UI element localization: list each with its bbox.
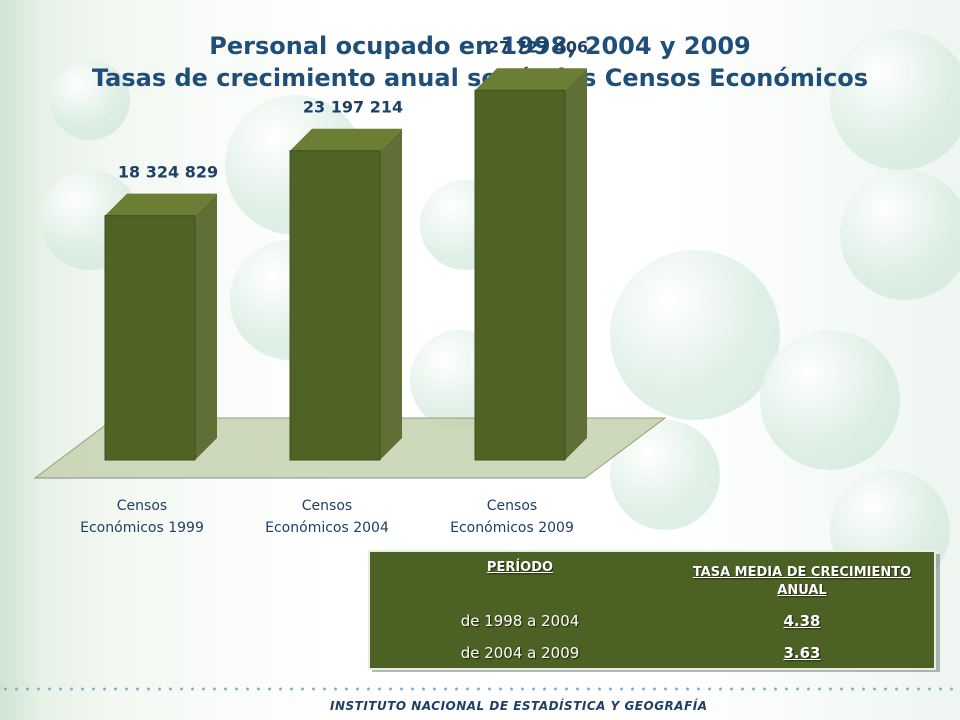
background-bubble <box>50 60 130 140</box>
data-label: 27 727 406 <box>488 37 588 56</box>
labels-group: 18 324 829 Censos Económicos 1999 23 197 21… <box>80 37 588 536</box>
background-bubble <box>610 250 780 420</box>
bar-top <box>105 193 217 216</box>
bar-front <box>289 150 381 461</box>
rates-table: PERÍODO TASA MEDIA DE CRECIMIENTO ANUAL … <box>368 550 936 670</box>
data-label: 18 324 829 <box>118 163 218 182</box>
bar-side <box>195 193 217 460</box>
category-label: Censos Económicos 1999 <box>80 498 204 536</box>
header-rate: TASA MEDIA DE CRECIMIENTO ANUAL <box>692 564 912 598</box>
row-rate: 4.38 <box>783 612 821 630</box>
bar-front <box>104 215 196 461</box>
table-row: de 1998 a 2004 4.38 <box>369 605 935 637</box>
table-row: de 2004 a 2009 3.63 <box>369 637 935 669</box>
title-line-1: Personal ocupado en 1998, 2004 y 2009 <box>209 32 751 60</box>
bar-front <box>474 89 566 461</box>
footer-dots <box>0 686 960 692</box>
data-label: 23 197 214 <box>303 98 403 117</box>
row-period: de 1998 a 2004 <box>460 612 580 630</box>
chart-title: Personal ocupado en 1998, 2004 y 2009 Ta… <box>0 30 960 94</box>
bar <box>104 193 217 461</box>
bar-top <box>290 128 402 151</box>
bar-side <box>380 128 402 461</box>
category-label: Censos Económicos 2009 <box>450 498 574 536</box>
category-label: Censos Económicos 2004 <box>265 498 389 536</box>
background-bubble <box>760 330 900 470</box>
row-period: de 2004 a 2009 <box>460 643 580 662</box>
footer-institution: INSTITUTO NACIONAL DE ESTADÍSTICA Y GEOG… <box>330 699 708 713</box>
growth-rate-table: PERÍODO TASA MEDIA DE CRECIMIENTO ANUAL … <box>368 550 940 672</box>
bar-side <box>565 68 587 460</box>
bar-top <box>475 68 587 91</box>
bar <box>289 128 402 461</box>
bar <box>474 68 587 461</box>
background-bubble <box>830 30 960 170</box>
table-header-row: PERÍODO TASA MEDIA DE CRECIMIENTO ANUAL <box>369 551 935 605</box>
header-period: PERÍODO <box>486 560 554 575</box>
row-rate: 3.63 <box>783 643 821 662</box>
background-bubble <box>840 170 960 300</box>
bars-group <box>104 68 587 461</box>
background-band <box>0 0 40 720</box>
